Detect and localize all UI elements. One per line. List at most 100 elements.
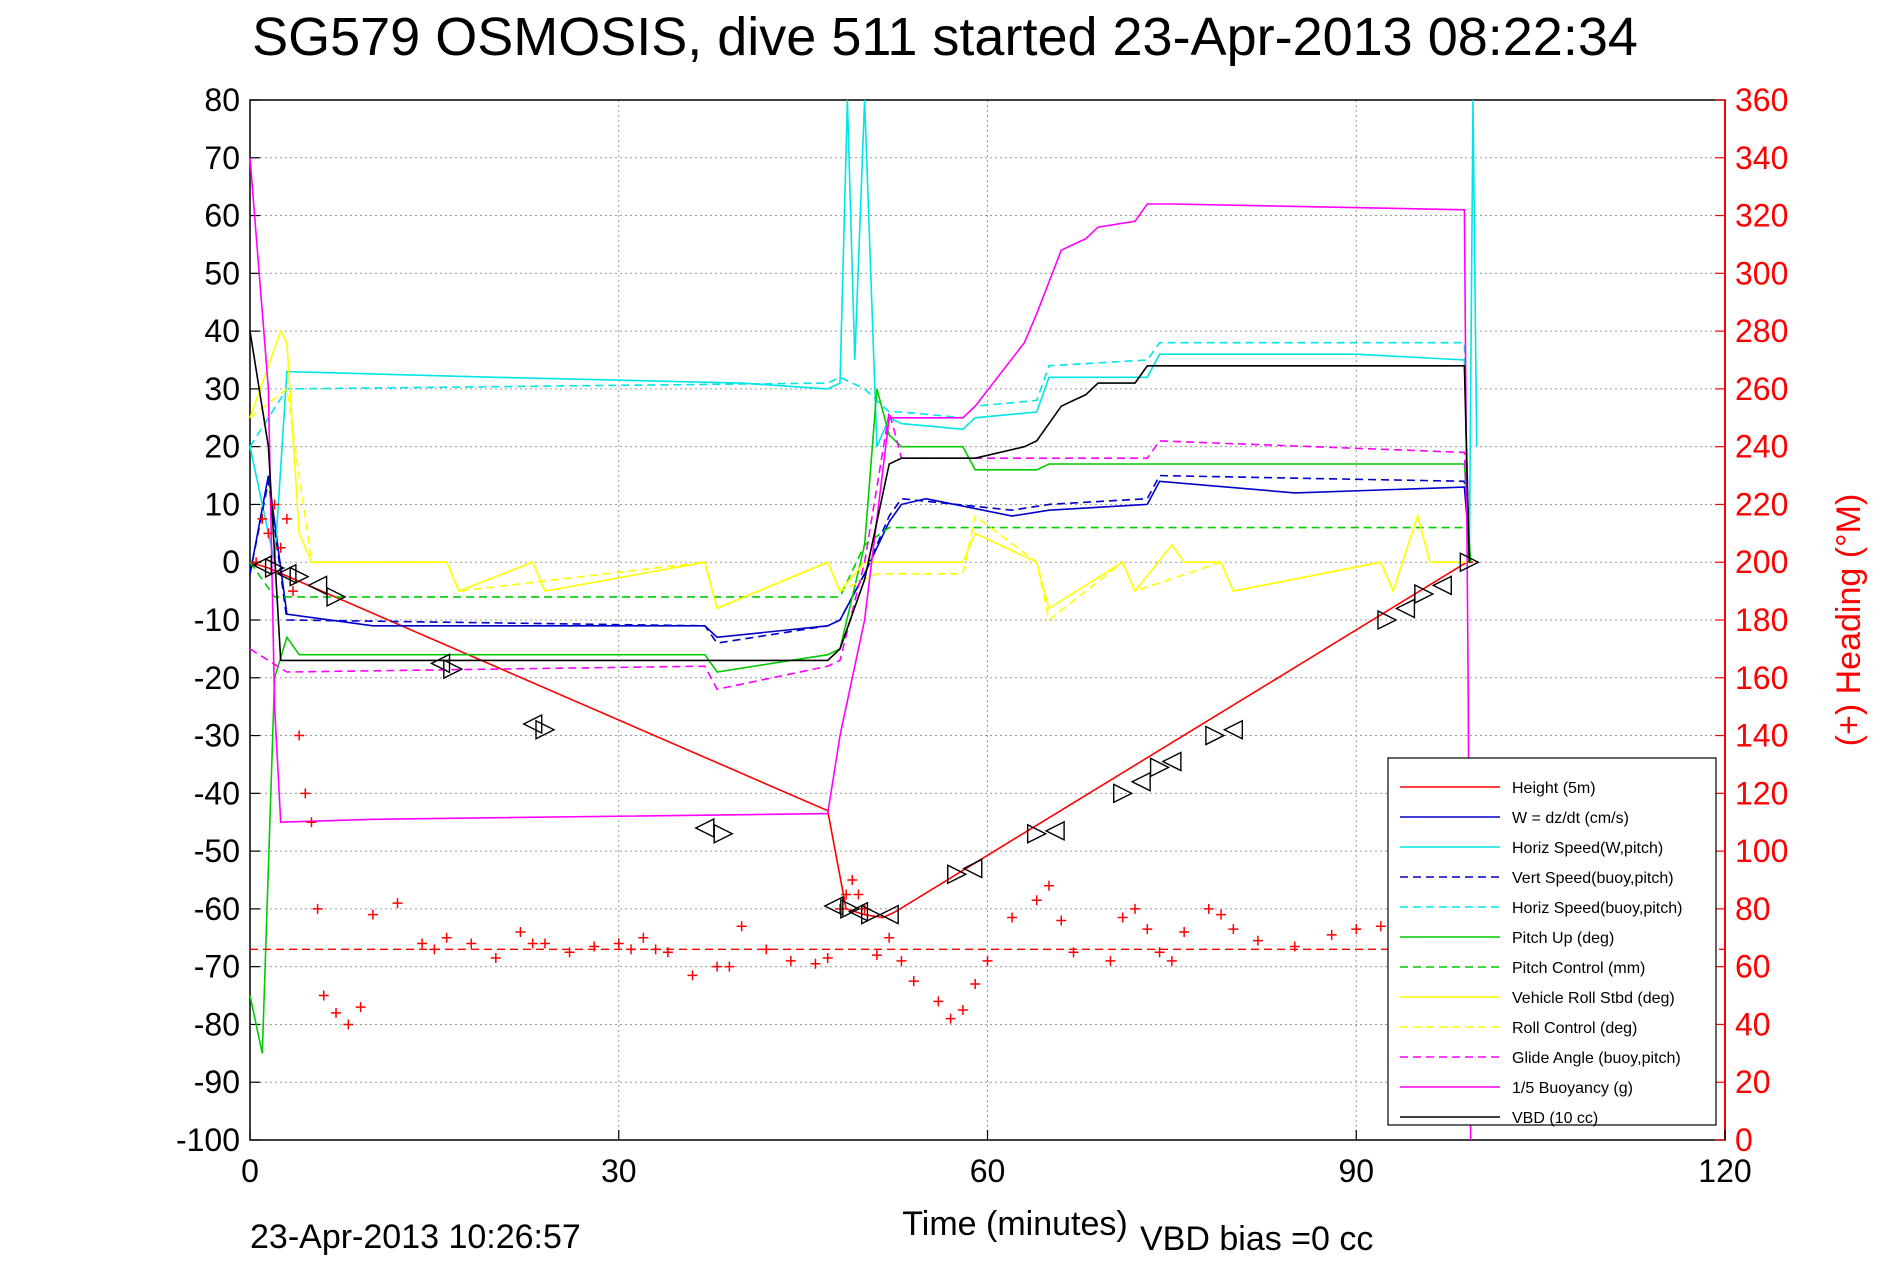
series-line-horiz_speed xyxy=(249,99,1478,563)
y2-tick-label: 340 xyxy=(1735,140,1788,176)
stall-marker xyxy=(823,895,844,917)
heading-point xyxy=(1154,947,1165,958)
heading-point xyxy=(1203,903,1214,914)
heading-point xyxy=(331,1007,342,1018)
stall-marker xyxy=(694,817,715,839)
y-tick-label: -100 xyxy=(176,1122,240,1158)
stall-marker xyxy=(1205,725,1226,746)
stall-marker xyxy=(840,898,861,920)
heading-point xyxy=(1068,947,1079,958)
x-tick-label: 120 xyxy=(1698,1153,1751,1189)
heading-point xyxy=(281,513,292,524)
x-tick-label: 90 xyxy=(1338,1153,1374,1189)
heading-point xyxy=(318,990,329,1001)
series-line-height xyxy=(249,561,1473,919)
stall-marker xyxy=(1459,552,1480,573)
stall-marker xyxy=(847,901,869,922)
series-line-buoyancy xyxy=(249,157,1472,1141)
y2-tick-label: 60 xyxy=(1735,949,1771,985)
heading-point xyxy=(933,996,944,1007)
legend-label-glide_angle: Glide Angle (buoy,pitch) xyxy=(1512,1050,1681,1067)
heading-point xyxy=(853,889,864,900)
heading-point xyxy=(871,950,882,961)
y2-tick-label: 0 xyxy=(1735,1122,1753,1158)
stall-marker xyxy=(947,864,968,885)
heading-point xyxy=(712,961,723,972)
heading-point xyxy=(970,979,981,989)
y-tick-label: 20 xyxy=(204,429,240,465)
heading-point xyxy=(847,875,858,885)
stall-marker xyxy=(289,566,310,587)
heading-point xyxy=(527,938,538,949)
x-axis-label: Time (minutes) xyxy=(902,1205,1127,1243)
heading-point xyxy=(515,927,526,937)
series-layer xyxy=(249,99,1478,1141)
stall-markers xyxy=(251,552,1480,925)
legend-label-pitch: Pitch Up (deg) xyxy=(1512,930,1614,947)
stall-marker xyxy=(1130,771,1151,792)
stall-marker xyxy=(962,858,983,879)
y-tick-label: -70 xyxy=(194,949,240,985)
legend-label-roll: Vehicle Roll Stbd (deg) xyxy=(1512,990,1675,1007)
y2-tick-label: 300 xyxy=(1735,255,1788,291)
heading-point xyxy=(1142,924,1153,935)
heading-point xyxy=(490,953,501,963)
heading-point xyxy=(300,788,311,799)
y2-tick-label: 160 xyxy=(1735,660,1788,696)
grid-lines xyxy=(250,100,1725,1140)
heading-point xyxy=(1117,912,1128,923)
heading-point xyxy=(724,961,735,972)
y2-tick-label: 120 xyxy=(1735,775,1788,811)
heading-point xyxy=(761,944,772,955)
heading-point xyxy=(288,586,299,597)
stall-marker xyxy=(326,586,347,608)
footer-timestamp: 23-Apr-2013 10:26:57 xyxy=(250,1218,581,1256)
y-tick-label: 50 xyxy=(204,255,240,291)
series-line-pitch_control xyxy=(249,526,1467,598)
y-tick-label: 60 xyxy=(204,198,240,234)
heading-point xyxy=(1351,924,1362,935)
x-tick-label: 0 xyxy=(241,1153,259,1189)
heading-point xyxy=(613,938,624,949)
y-tick-label: 70 xyxy=(204,140,240,176)
stall-marker xyxy=(1394,598,1416,619)
heading-point xyxy=(294,730,305,741)
stall-marker xyxy=(878,904,899,925)
stall-marker xyxy=(1149,757,1171,778)
x-axis-ticks: 0 30 60 90 120 xyxy=(241,1130,1752,1189)
y2-tick-label: 20 xyxy=(1735,1064,1771,1100)
stall-marker xyxy=(1414,583,1435,605)
y-tick-label: 30 xyxy=(204,371,240,407)
stall-marker xyxy=(1044,820,1065,842)
stall-marker xyxy=(1377,609,1398,631)
heading-point xyxy=(822,953,833,963)
y2-tick-label: 200 xyxy=(1735,544,1788,580)
y2-tick-label: 240 xyxy=(1735,429,1788,465)
legend-label-horiz_speed: Horiz Speed(W,pitch) xyxy=(1512,840,1663,857)
heading-point xyxy=(1105,955,1116,966)
right-axis-label: (+) Heading (°M) xyxy=(1830,494,1868,747)
heading-point xyxy=(1216,909,1227,920)
stall-marker xyxy=(276,563,297,584)
series-line-pitch xyxy=(249,388,1472,1054)
heading-point xyxy=(1252,935,1263,946)
legend-label-w: W = dz/dt (cm/s) xyxy=(1512,810,1629,827)
heading-point xyxy=(355,1002,366,1013)
heading-point xyxy=(257,513,268,524)
y-tick-label: -20 xyxy=(194,660,240,696)
series-line-glide_angle xyxy=(249,411,1471,691)
stall-marker xyxy=(522,713,543,735)
series-line-roll xyxy=(249,329,1467,610)
y-tick-label: 80 xyxy=(204,82,240,118)
stall-marker xyxy=(1222,719,1244,740)
heading-point xyxy=(589,941,600,952)
heading-point xyxy=(466,938,477,949)
legend: Height (5m) W = dz/dt (cm/s) Horiz Speed(W… xyxy=(1387,757,1717,1127)
legend-label-vert_speed: Vert Speed(buoy,pitch) xyxy=(1512,870,1674,887)
heading-point xyxy=(564,947,575,958)
heading-point xyxy=(1228,924,1239,935)
series-line-w xyxy=(249,475,1472,639)
legend-label-pitch_control: Pitch Control (mm) xyxy=(1512,960,1645,977)
stall-marker xyxy=(307,575,328,596)
